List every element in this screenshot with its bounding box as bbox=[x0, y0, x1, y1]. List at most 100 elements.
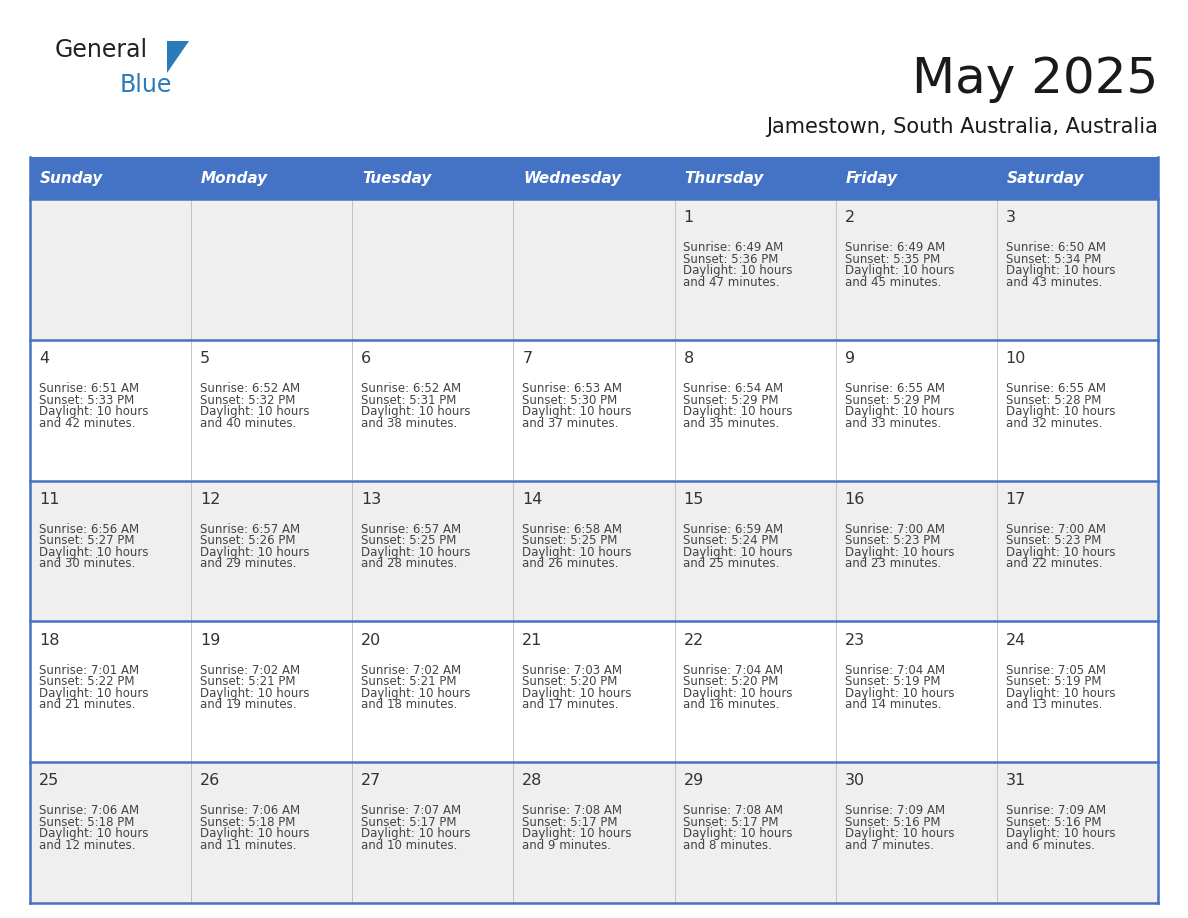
Text: Daylight: 10 hours: Daylight: 10 hours bbox=[1006, 264, 1116, 277]
Bar bbox=[835, 621, 997, 762]
Text: Sunrise: 7:07 AM: Sunrise: 7:07 AM bbox=[361, 804, 461, 817]
Text: Daylight: 10 hours: Daylight: 10 hours bbox=[361, 687, 470, 700]
Text: 13: 13 bbox=[361, 492, 381, 507]
Bar bbox=[513, 621, 675, 762]
Text: and 37 minutes.: and 37 minutes. bbox=[523, 417, 619, 430]
Text: Sunrise: 7:06 AM: Sunrise: 7:06 AM bbox=[200, 804, 301, 817]
Text: Daylight: 10 hours: Daylight: 10 hours bbox=[200, 405, 310, 418]
Text: 29: 29 bbox=[683, 774, 703, 789]
Text: Daylight: 10 hours: Daylight: 10 hours bbox=[1006, 405, 1116, 418]
Text: Daylight: 10 hours: Daylight: 10 hours bbox=[845, 546, 954, 559]
Text: Daylight: 10 hours: Daylight: 10 hours bbox=[361, 405, 470, 418]
Text: 3: 3 bbox=[1006, 210, 1016, 225]
Text: Sunrise: 6:58 AM: Sunrise: 6:58 AM bbox=[523, 523, 623, 536]
Text: 12: 12 bbox=[200, 492, 221, 507]
Text: and 8 minutes.: and 8 minutes. bbox=[683, 839, 772, 852]
Text: Sunset: 5:18 PM: Sunset: 5:18 PM bbox=[200, 816, 296, 829]
Bar bbox=[835, 762, 997, 903]
Text: Daylight: 10 hours: Daylight: 10 hours bbox=[683, 546, 792, 559]
Text: and 42 minutes.: and 42 minutes. bbox=[39, 417, 135, 430]
Text: Sunrise: 7:04 AM: Sunrise: 7:04 AM bbox=[683, 664, 784, 677]
Bar bbox=[997, 199, 1158, 340]
Text: Sunrise: 6:55 AM: Sunrise: 6:55 AM bbox=[845, 382, 944, 395]
Text: 19: 19 bbox=[200, 633, 221, 648]
Text: Sunrise: 6:59 AM: Sunrise: 6:59 AM bbox=[683, 523, 784, 536]
Bar bbox=[191, 621, 353, 762]
Bar bbox=[191, 762, 353, 903]
Text: 1: 1 bbox=[683, 210, 694, 225]
Text: and 13 minutes.: and 13 minutes. bbox=[1006, 699, 1102, 711]
Text: Daylight: 10 hours: Daylight: 10 hours bbox=[39, 546, 148, 559]
Text: 7: 7 bbox=[523, 351, 532, 366]
Text: Sunrise: 7:05 AM: Sunrise: 7:05 AM bbox=[1006, 664, 1106, 677]
Text: Sunset: 5:29 PM: Sunset: 5:29 PM bbox=[683, 394, 779, 407]
Text: Sunrise: 6:57 AM: Sunrise: 6:57 AM bbox=[361, 523, 461, 536]
Text: Daylight: 10 hours: Daylight: 10 hours bbox=[39, 827, 148, 841]
Bar bbox=[835, 199, 997, 340]
Text: Daylight: 10 hours: Daylight: 10 hours bbox=[845, 264, 954, 277]
Text: and 6 minutes.: and 6 minutes. bbox=[1006, 839, 1094, 852]
Text: Sunset: 5:17 PM: Sunset: 5:17 PM bbox=[361, 816, 456, 829]
Bar bbox=[353, 157, 513, 199]
Text: Sunrise: 7:00 AM: Sunrise: 7:00 AM bbox=[845, 523, 944, 536]
Bar bbox=[997, 340, 1158, 481]
Bar bbox=[30, 199, 191, 340]
Bar bbox=[353, 481, 513, 621]
Text: Sunset: 5:28 PM: Sunset: 5:28 PM bbox=[1006, 394, 1101, 407]
Text: and 7 minutes.: and 7 minutes. bbox=[845, 839, 934, 852]
Text: Sunrise: 7:08 AM: Sunrise: 7:08 AM bbox=[523, 804, 623, 817]
Text: and 21 minutes.: and 21 minutes. bbox=[39, 699, 135, 711]
Text: Saturday: Saturday bbox=[1006, 171, 1083, 185]
Text: May 2025: May 2025 bbox=[911, 55, 1158, 103]
Text: and 14 minutes.: and 14 minutes. bbox=[845, 699, 941, 711]
Text: Daylight: 10 hours: Daylight: 10 hours bbox=[845, 827, 954, 841]
Text: and 26 minutes.: and 26 minutes. bbox=[523, 557, 619, 570]
Text: Sunset: 5:21 PM: Sunset: 5:21 PM bbox=[361, 675, 456, 688]
Text: Tuesday: Tuesday bbox=[362, 171, 431, 185]
Text: Sunset: 5:22 PM: Sunset: 5:22 PM bbox=[39, 675, 134, 688]
Text: and 16 minutes.: and 16 minutes. bbox=[683, 699, 781, 711]
Text: 25: 25 bbox=[39, 774, 59, 789]
Text: Sunset: 5:16 PM: Sunset: 5:16 PM bbox=[845, 816, 940, 829]
Bar bbox=[30, 481, 191, 621]
Text: Daylight: 10 hours: Daylight: 10 hours bbox=[523, 546, 632, 559]
Text: Daylight: 10 hours: Daylight: 10 hours bbox=[200, 827, 310, 841]
Text: and 32 minutes.: and 32 minutes. bbox=[1006, 417, 1102, 430]
Text: and 30 minutes.: and 30 minutes. bbox=[39, 557, 135, 570]
Text: 30: 30 bbox=[845, 774, 865, 789]
Text: Sunrise: 6:51 AM: Sunrise: 6:51 AM bbox=[39, 382, 139, 395]
Text: Wednesday: Wednesday bbox=[523, 171, 621, 185]
Text: Sunrise: 6:52 AM: Sunrise: 6:52 AM bbox=[200, 382, 301, 395]
Text: and 43 minutes.: and 43 minutes. bbox=[1006, 275, 1102, 289]
Text: Sunrise: 7:08 AM: Sunrise: 7:08 AM bbox=[683, 804, 783, 817]
Bar bbox=[675, 340, 835, 481]
Text: and 18 minutes.: and 18 minutes. bbox=[361, 699, 457, 711]
Text: Sunrise: 7:01 AM: Sunrise: 7:01 AM bbox=[39, 664, 139, 677]
Text: Sunrise: 7:02 AM: Sunrise: 7:02 AM bbox=[200, 664, 301, 677]
Text: Daylight: 10 hours: Daylight: 10 hours bbox=[1006, 546, 1116, 559]
Text: and 25 minutes.: and 25 minutes. bbox=[683, 557, 779, 570]
Text: and 23 minutes.: and 23 minutes. bbox=[845, 557, 941, 570]
Text: 21: 21 bbox=[523, 633, 543, 648]
Text: Daylight: 10 hours: Daylight: 10 hours bbox=[523, 827, 632, 841]
Text: Sunset: 5:16 PM: Sunset: 5:16 PM bbox=[1006, 816, 1101, 829]
Bar bbox=[353, 340, 513, 481]
Text: Sunrise: 6:57 AM: Sunrise: 6:57 AM bbox=[200, 523, 301, 536]
Text: 5: 5 bbox=[200, 351, 210, 366]
Text: and 11 minutes.: and 11 minutes. bbox=[200, 839, 297, 852]
Polygon shape bbox=[168, 41, 189, 73]
Text: Daylight: 10 hours: Daylight: 10 hours bbox=[845, 405, 954, 418]
Text: Sunrise: 6:56 AM: Sunrise: 6:56 AM bbox=[39, 523, 139, 536]
Text: and 17 minutes.: and 17 minutes. bbox=[523, 699, 619, 711]
Text: Sunrise: 7:02 AM: Sunrise: 7:02 AM bbox=[361, 664, 461, 677]
Text: Sunrise: 6:52 AM: Sunrise: 6:52 AM bbox=[361, 382, 461, 395]
Text: Sunset: 5:34 PM: Sunset: 5:34 PM bbox=[1006, 252, 1101, 265]
Text: and 19 minutes.: and 19 minutes. bbox=[200, 699, 297, 711]
Text: Sunset: 5:17 PM: Sunset: 5:17 PM bbox=[523, 816, 618, 829]
Text: Daylight: 10 hours: Daylight: 10 hours bbox=[523, 405, 632, 418]
Text: 4: 4 bbox=[39, 351, 49, 366]
Text: and 29 minutes.: and 29 minutes. bbox=[200, 557, 297, 570]
Text: Sunset: 5:17 PM: Sunset: 5:17 PM bbox=[683, 816, 779, 829]
Text: and 45 minutes.: and 45 minutes. bbox=[845, 275, 941, 289]
Text: Sunrise: 6:49 AM: Sunrise: 6:49 AM bbox=[683, 241, 784, 254]
